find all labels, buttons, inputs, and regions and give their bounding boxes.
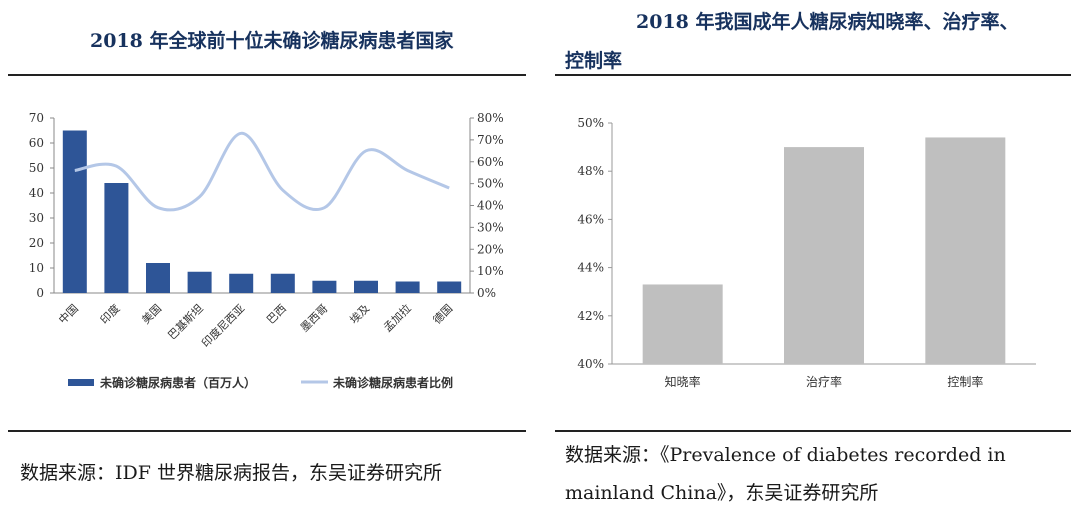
bar-知晓率 — [642, 284, 723, 364]
y-tick-label: 20 — [29, 236, 44, 250]
right-y-tick-label: 40% — [577, 357, 604, 371]
y2-tick-label: 80% — [477, 111, 504, 125]
bar-治疗率 — [784, 147, 864, 364]
right-chart-title-line1: 2018 年我国成年人糖尿病知晓率、治疗率、 — [636, 11, 1019, 33]
y-tick-label: 70 — [29, 111, 44, 125]
y2-tick-label: 0% — [477, 286, 496, 300]
y-tick-label: 50 — [29, 161, 44, 175]
bar-德国 — [437, 281, 462, 293]
right-y-tick-label: 46% — [577, 212, 604, 226]
right-y-tick-label: 48% — [577, 164, 604, 178]
right-source-line2: mainland China》，东吴证券研究所 — [565, 482, 879, 504]
x-tick-label: 孟加拉 — [380, 301, 413, 334]
ratio-line — [74, 131, 450, 212]
x-tick-label: 印度 — [97, 301, 122, 326]
y2-tick-label: 60% — [477, 155, 504, 169]
y2-tick-label: 40% — [477, 199, 504, 213]
x-tick-label: 埃及 — [347, 301, 372, 326]
bar-控制率 — [925, 137, 1006, 364]
right-x-tick-label: 治疗率 — [806, 374, 842, 389]
left-title-rule — [8, 74, 526, 76]
x-tick-label: 墨西哥 — [298, 302, 331, 335]
bar-孟加拉 — [395, 281, 420, 293]
right-source-rule — [555, 430, 1071, 432]
bar-印度 — [104, 183, 129, 293]
x-tick-label: 巴西 — [264, 302, 289, 327]
bar-埃及 — [354, 280, 378, 293]
x-tick-label: 美国 — [139, 302, 164, 327]
y-tick-label: 40 — [29, 186, 44, 200]
right-chart-title-line2: 控制率 — [565, 50, 623, 72]
y2-tick-label: 10% — [477, 264, 504, 278]
x-tick-label: 德国 — [430, 301, 455, 326]
x-tick-label: 中国 — [56, 302, 81, 327]
bar-巴基斯坦 — [187, 271, 212, 293]
right-y-tick-label: 44% — [577, 261, 604, 275]
right-x-tick-label: 知晓率 — [665, 374, 701, 389]
bar-印度尼西亚 — [229, 273, 254, 293]
bar-巴西 — [270, 273, 295, 293]
legend-line-label: 未确诊糖尿病患者比例 — [332, 375, 453, 390]
y2-tick-label: 30% — [477, 220, 504, 234]
bar-中国 — [62, 130, 87, 293]
left-chart-title: 2018 年全球前十位未确诊糖尿病患者国家 — [90, 30, 454, 52]
y2-tick-label: 70% — [477, 133, 504, 147]
x-tick-label: 印度尼西亚 — [199, 301, 248, 350]
legend-bar-label: 未确诊糖尿病患者（百万人） — [99, 375, 256, 390]
y-tick-label: 30 — [29, 211, 44, 225]
right-y-tick-label: 50% — [577, 116, 604, 130]
y-tick-label: 0 — [36, 286, 44, 300]
left-source: 数据来源：IDF 世界糖尿病报告，东吴证券研究所 — [20, 462, 442, 484]
right-x-tick-label: 控制率 — [947, 374, 983, 389]
bar-墨西哥 — [312, 280, 337, 293]
right-title-rule — [555, 74, 1071, 76]
right-source-line1: 数据来源：《Prevalence of diabetes recorded in — [565, 444, 1006, 466]
bar-美国 — [146, 263, 170, 293]
y2-tick-label: 50% — [477, 177, 504, 191]
right-y-tick-label: 42% — [577, 309, 604, 323]
x-tick-label: 巴基斯坦 — [165, 301, 206, 342]
y-tick-label: 60 — [29, 136, 44, 150]
legend-bar-swatch — [68, 379, 94, 386]
y-tick-label: 10 — [29, 261, 44, 275]
left-source-rule — [8, 430, 526, 432]
y2-tick-label: 20% — [477, 242, 504, 256]
